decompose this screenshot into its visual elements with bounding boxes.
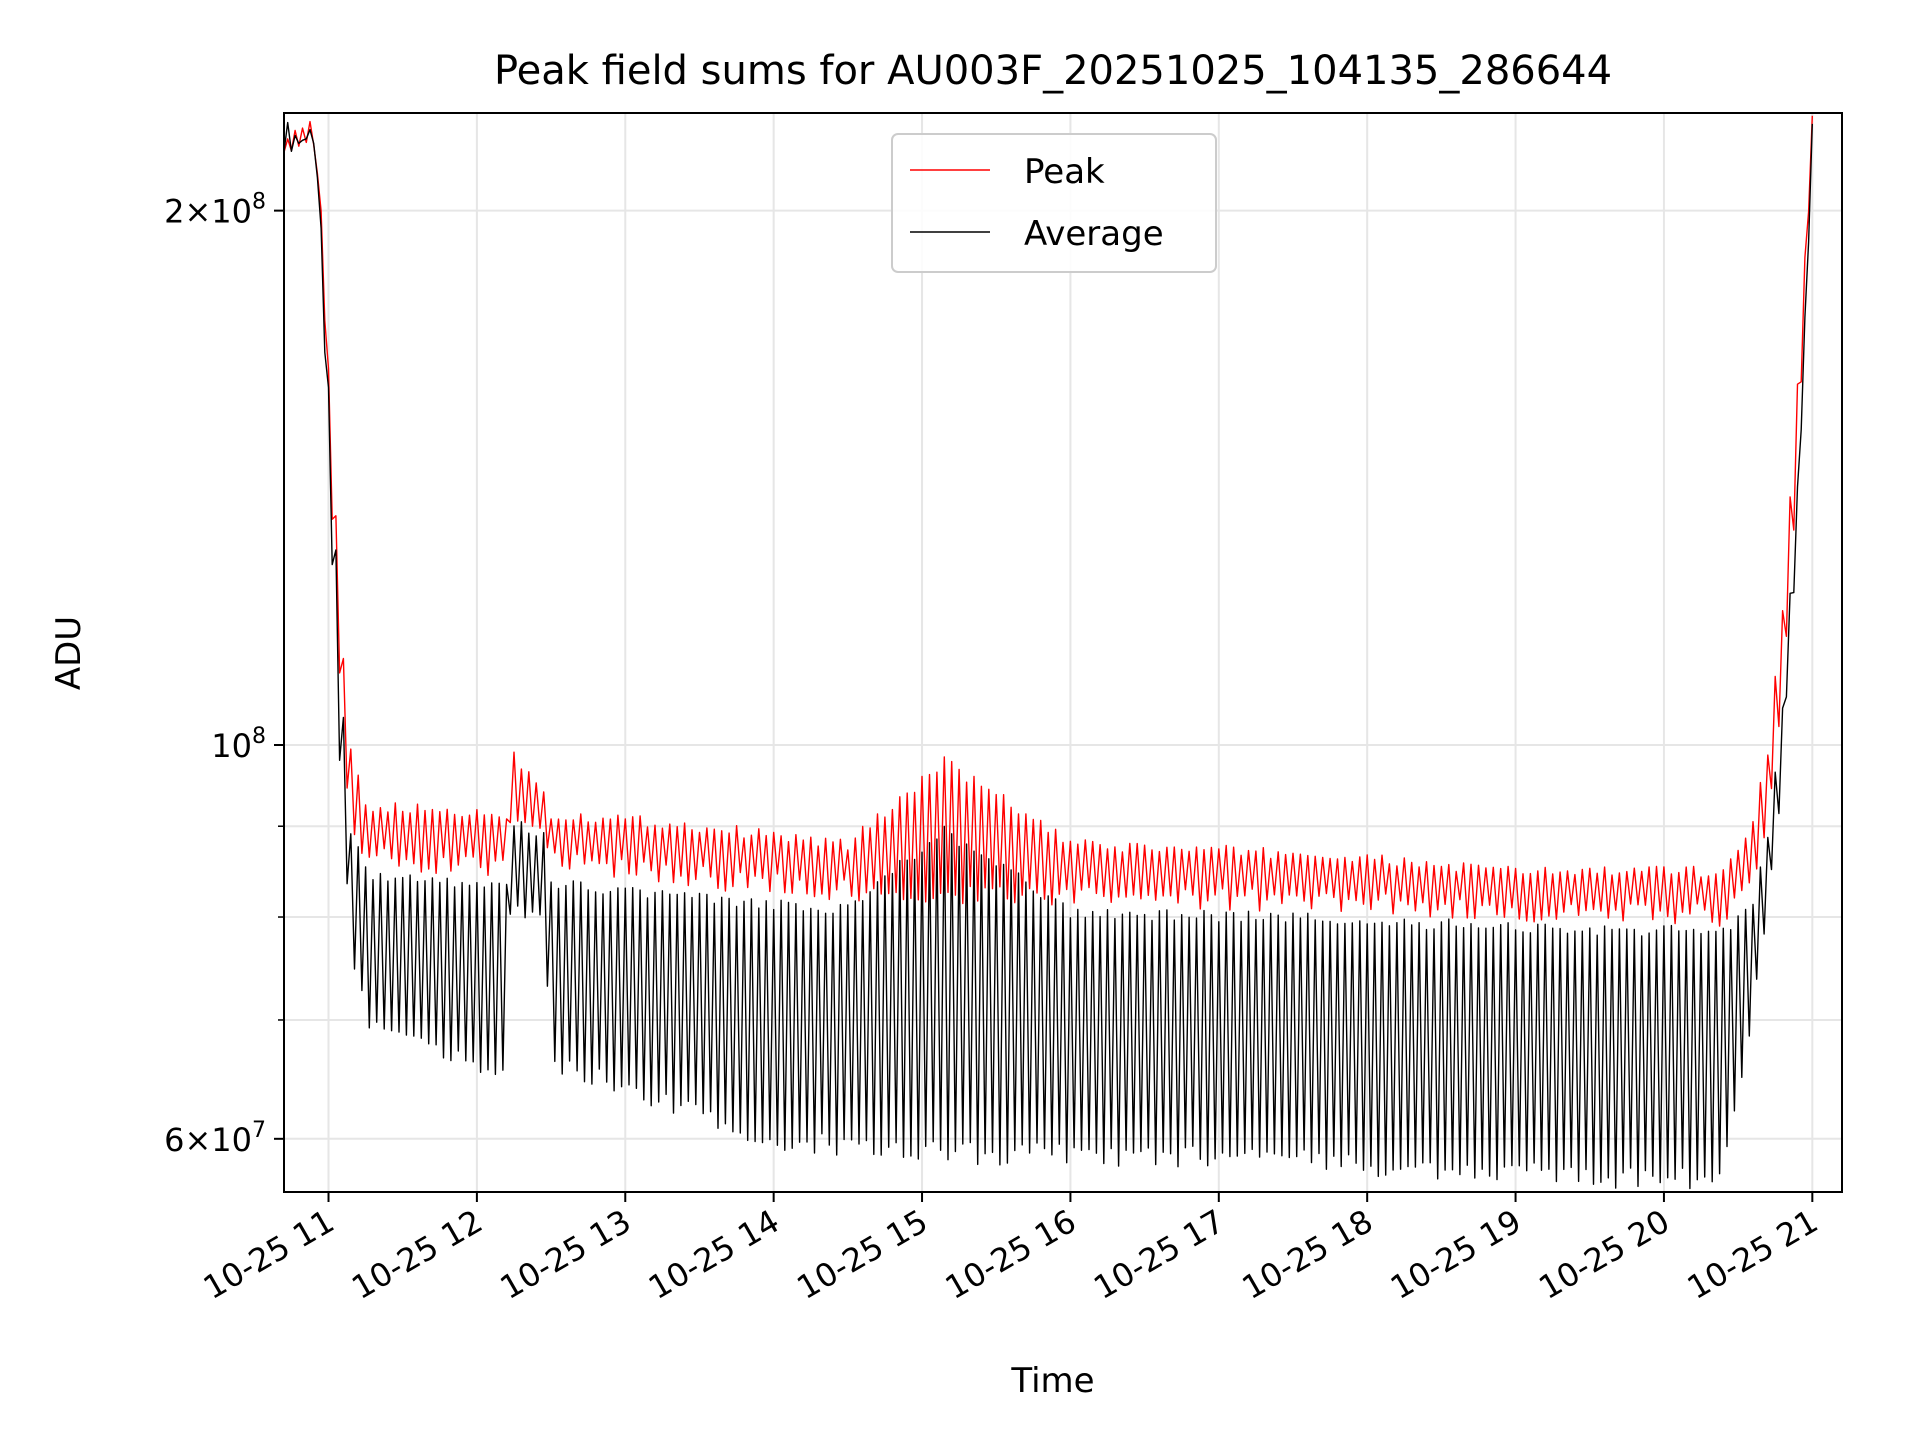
y-tick-label: 2×108 [164,190,266,231]
series-line-peak [283,115,1813,927]
series-line-average [283,121,1813,1190]
chart-title: Peak field sums for AU003F_20251025_1041… [494,48,1612,94]
legend: Peak Average [891,133,1217,273]
plot-area [283,115,1813,1190]
y-tick-label: 6×107 [164,1118,266,1159]
legend-label-peak: Peak [1024,152,1105,192]
legend-label-average: Average [1024,214,1164,254]
axes-frame [283,112,1843,1193]
x-axis-label: Time [1010,1361,1094,1401]
legend-box [891,133,1217,273]
y-tick-label: 108 [211,724,266,765]
y-axis-label: ADU [49,616,89,690]
